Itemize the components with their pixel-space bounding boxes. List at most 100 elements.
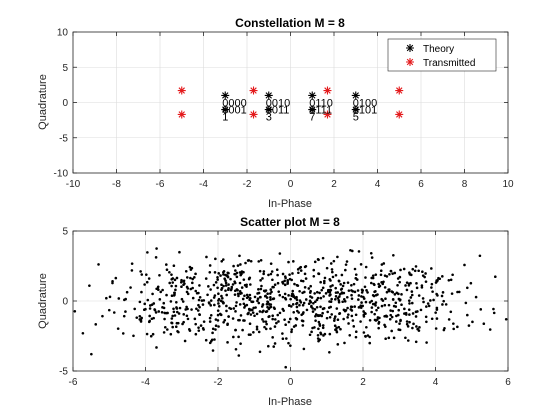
scatter-point <box>261 277 264 280</box>
scatter-point <box>313 292 316 295</box>
scatter-point <box>202 320 206 323</box>
scatter-point <box>213 271 217 274</box>
scatter-point <box>405 281 409 284</box>
scatter-point <box>169 300 173 303</box>
scatter-point <box>339 283 342 286</box>
scatter-point <box>243 294 246 298</box>
scatter-point <box>188 265 192 269</box>
scatter-y-tick-label: 0 <box>62 297 68 308</box>
scatter-point <box>350 297 354 300</box>
scatter-point <box>257 330 261 334</box>
scatter-point <box>365 325 368 329</box>
scatter-point <box>399 268 402 272</box>
scatter-point <box>220 286 224 290</box>
scatter-point <box>334 291 338 294</box>
scatter-point <box>147 320 151 324</box>
scatter-point <box>388 273 391 276</box>
scatter-point <box>373 318 377 322</box>
scatter-point <box>353 305 357 308</box>
scatter-point <box>336 318 340 322</box>
scatter-point <box>248 298 251 302</box>
scatter-point <box>196 309 200 312</box>
scatter-point <box>307 302 311 306</box>
scatter-point <box>105 296 108 300</box>
scatter-point <box>365 289 368 292</box>
scatter-point <box>234 328 237 332</box>
scatter-point <box>235 288 239 291</box>
scatter-point <box>189 287 193 291</box>
scatter-point <box>211 331 214 335</box>
scatter-point <box>204 277 208 280</box>
scatter-point <box>364 334 367 338</box>
scatter-point <box>211 327 215 331</box>
scatter-point <box>193 276 196 279</box>
constellation-x-ticks: -10 -8 -6 -4 -2 0 2 4 6 8 10 <box>66 32 514 190</box>
scatter-point <box>269 298 272 301</box>
scatter-point <box>385 315 389 318</box>
scatter-point <box>307 287 311 290</box>
scatter-point <box>313 308 317 311</box>
scatter-point <box>180 297 184 301</box>
scatter-point <box>447 318 451 321</box>
scatter-point <box>299 301 303 304</box>
scatter-point <box>308 333 312 337</box>
scatter-point <box>332 259 336 263</box>
scatter-point <box>389 313 393 317</box>
scatter-point <box>218 304 221 308</box>
scatter-point <box>125 290 129 294</box>
scatter-point <box>260 284 263 288</box>
scatter-point <box>434 311 437 314</box>
scatter-point <box>456 325 459 329</box>
scatter-point <box>278 311 282 315</box>
scatter-point <box>390 315 394 319</box>
scatter-point <box>214 257 217 261</box>
scatter-point <box>295 305 299 309</box>
scatter-point <box>197 298 201 302</box>
scatter-point <box>391 290 395 294</box>
scatter-point <box>234 304 238 308</box>
scatter-point <box>313 260 317 264</box>
scatter-point <box>233 293 237 296</box>
scatter-point <box>414 340 418 344</box>
scatter-point <box>299 269 303 272</box>
scatter-point <box>170 321 173 325</box>
transmitted-point <box>249 110 258 119</box>
scatter-point <box>175 321 179 325</box>
scatter-point <box>340 291 344 294</box>
scatter-point <box>404 311 408 315</box>
scatter-point <box>323 279 326 283</box>
scatter-point <box>360 291 364 294</box>
scatter-point <box>178 250 181 254</box>
scatter-point <box>255 312 259 316</box>
scatter-point <box>116 327 120 330</box>
constellation-annotations: 0000 0010 0110 0100 0001 0011 0111 0101 1 3 7 5 <box>222 98 377 124</box>
scatter-point <box>163 317 166 321</box>
constellation-x-tick-label: 8 <box>462 179 468 190</box>
scatter-point <box>143 308 146 312</box>
scatter-point <box>314 300 317 304</box>
scatter-point <box>138 300 142 304</box>
scatter-point <box>347 322 350 325</box>
scatter-point <box>195 307 198 311</box>
scatter-point <box>342 317 345 321</box>
scatter-point <box>121 332 125 335</box>
scatter-point <box>133 307 136 311</box>
scatter-point <box>258 295 262 299</box>
scatter-point <box>407 299 411 302</box>
scatter-point <box>383 323 386 327</box>
scatter-point <box>291 272 294 275</box>
scatter-point <box>209 313 213 317</box>
scatter-point <box>346 306 349 310</box>
scatter-point <box>151 332 155 336</box>
constellation-annotation: 0111 <box>309 105 332 117</box>
scatter-point <box>404 336 407 340</box>
scatter-point <box>329 293 332 296</box>
scatter-point <box>278 252 282 255</box>
scatter-point <box>185 290 189 294</box>
scatter-point <box>478 254 482 258</box>
scatter-point <box>218 312 222 316</box>
scatter-point <box>216 286 219 290</box>
scatter-point <box>235 275 239 279</box>
constellation-x-tick-label: -2 <box>243 179 252 190</box>
scatter-point <box>464 301 468 305</box>
